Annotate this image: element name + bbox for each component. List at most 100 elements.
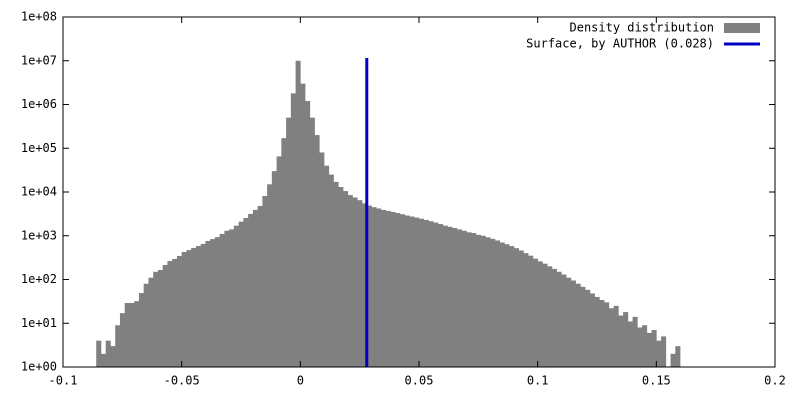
histogram-bar: [257, 205, 263, 367]
histogram-bar: [271, 171, 277, 367]
histogram-bar: [119, 313, 126, 367]
legend-swatch: [724, 23, 760, 33]
histogram-bar: [343, 191, 349, 367]
histogram-bar: [176, 255, 182, 367]
histogram-bar: [210, 239, 216, 367]
histogram-bar: [276, 156, 282, 367]
histogram-bar: [561, 274, 567, 367]
histogram-bar: [191, 247, 197, 367]
histogram-bar: [409, 216, 415, 367]
histogram-bar: [300, 83, 306, 367]
histogram-bar: [395, 213, 401, 367]
histogram-bar: [632, 316, 638, 367]
histogram-bar: [357, 200, 363, 367]
histogram-bar: [243, 217, 249, 367]
histogram-bar: [352, 197, 358, 367]
histogram-bar: [162, 264, 168, 367]
histogram-bar: [466, 232, 472, 367]
histogram-bar: [333, 181, 339, 367]
y-tick-label: 1e+04: [21, 185, 57, 199]
histogram-bar: [105, 340, 111, 367]
histogram-bar: [523, 253, 529, 367]
histogram-bar: [252, 209, 258, 367]
histogram-bar: [623, 312, 629, 367]
histogram-bar: [309, 117, 315, 367]
histogram-bar: [143, 283, 149, 367]
histogram-bar: [362, 203, 368, 367]
histogram-bar: [248, 213, 254, 367]
histogram-bar: [594, 296, 600, 367]
histogram-bar: [238, 221, 244, 367]
histogram-bar: [200, 243, 206, 367]
x-tick-label: 0.1: [527, 374, 549, 388]
histogram-bar: [385, 210, 391, 367]
histogram-bar: [371, 207, 377, 367]
histogram-bar: [599, 299, 605, 367]
histogram-bar: [656, 340, 662, 367]
histogram-bar: [224, 230, 230, 367]
histogram-bar: [229, 229, 235, 367]
histogram-bar: [452, 228, 458, 367]
histogram-bar: [480, 235, 486, 367]
histogram-bar: [338, 187, 344, 367]
histogram-bar: [461, 230, 467, 367]
histogram-bar: [537, 261, 543, 367]
y-tick-label: 1e+07: [21, 53, 57, 67]
histogram-bar: [608, 308, 614, 367]
histogram-bar: [661, 336, 667, 367]
histogram-bar: [613, 305, 619, 367]
histogram-bar: [305, 101, 311, 367]
histogram-bar: [447, 226, 453, 367]
x-tick-label: 0.15: [642, 374, 671, 388]
histogram-bar: [551, 268, 557, 367]
histogram-bar: [589, 293, 595, 367]
histogram-bar: [542, 263, 548, 367]
histogram-bar: [585, 289, 591, 367]
histogram-bar: [504, 244, 510, 367]
legend-label: Density distribution: [570, 21, 715, 35]
histogram-bar: [314, 135, 320, 367]
histogram-bar: [148, 277, 154, 367]
histogram-bar: [205, 240, 211, 367]
histogram-bar: [267, 184, 273, 367]
histogram-bar: [186, 250, 192, 367]
histogram-bar: [575, 283, 581, 367]
x-tick-label: 0.05: [405, 374, 434, 388]
legend-label: Surface, by AUTHOR (0.028): [526, 37, 714, 51]
histogram-bar: [556, 271, 562, 367]
histogram-bar: [110, 346, 116, 367]
histogram-bar: [456, 229, 463, 367]
histogram-bar: [138, 293, 144, 367]
histogram-bar: [124, 303, 130, 367]
histogram-bar: [532, 258, 538, 367]
histogram-bar: [281, 138, 287, 367]
x-tick-label: -0.1: [49, 374, 78, 388]
histogram-bar: [528, 255, 534, 367]
histogram-bar: [414, 217, 420, 367]
x-tick-label: -0.05: [164, 374, 200, 388]
histogram-bar: [618, 315, 624, 367]
histogram-bar: [366, 205, 372, 367]
histogram-bar: [604, 302, 610, 367]
histogram-bar: [134, 301, 140, 367]
histogram-bar: [290, 93, 296, 368]
histogram-bar: [153, 271, 159, 367]
histogram-bar: [627, 321, 633, 367]
histogram-bar: [286, 117, 292, 367]
x-tick-label: 0.2: [764, 374, 786, 388]
y-tick-label: 1e+01: [21, 316, 57, 330]
histogram-bar: [100, 353, 107, 367]
histogram-bar: [433, 222, 439, 367]
histogram-bar: [580, 286, 586, 367]
histogram-bar: [423, 219, 429, 367]
y-tick-label: 1e+06: [21, 97, 57, 111]
histogram-bar: [471, 233, 477, 367]
histogram-bar: [642, 325, 648, 367]
histogram-bar: [419, 218, 425, 367]
histogram-bar: [490, 238, 496, 367]
histogram-bar: [499, 242, 505, 367]
histogram-bar: [475, 234, 482, 367]
histogram-bar: [442, 225, 448, 367]
histogram-bar: [96, 340, 102, 367]
